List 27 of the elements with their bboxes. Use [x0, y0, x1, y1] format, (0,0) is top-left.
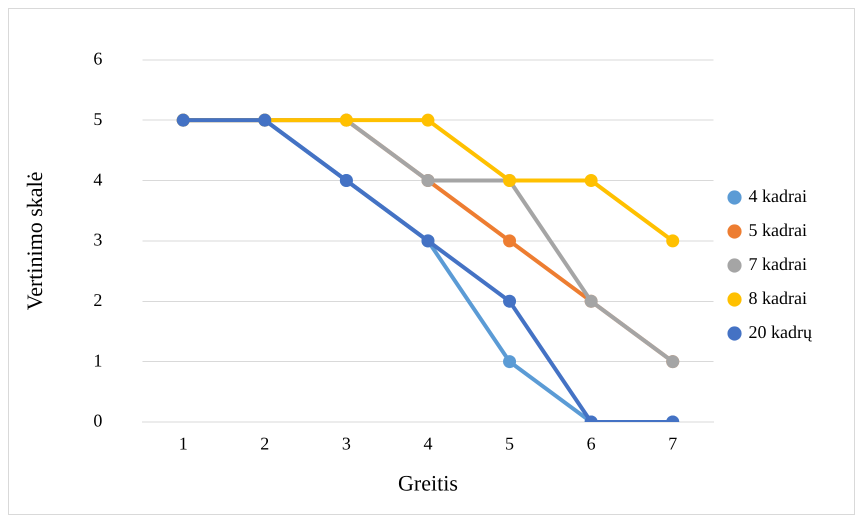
point [584, 174, 598, 188]
point [421, 114, 434, 127]
legend-label: 20 kadrų [748, 322, 813, 342]
x-tick-label: 6 [586, 434, 596, 454]
legend-label: 5 kadrai [748, 220, 807, 240]
x-tick-label: 5 [505, 434, 514, 454]
legend-label: 7 kadrai [748, 254, 807, 274]
y-tick-label: 3 [93, 230, 102, 250]
x-tick-label: 2 [260, 434, 270, 454]
y-tick-label: 6 [93, 48, 102, 69]
point [503, 355, 516, 368]
x-tick-label: 1 [178, 434, 188, 454]
y-tick-label: 1 [93, 350, 102, 370]
x-tick-label: 7 [668, 434, 678, 454]
x-tick-label: 4 [423, 434, 432, 454]
legend-label: 8 kadrai [748, 288, 807, 308]
y-tick-label: 4 [93, 169, 102, 190]
y-tick-label: 5 [93, 108, 102, 129]
legend-label: 4 kadrai [748, 186, 807, 206]
y-tick-label: 0 [93, 410, 102, 431]
point [666, 234, 680, 248]
y-axis-title: Vertinimo skalė [22, 172, 47, 310]
x-tick-label: 3 [342, 434, 351, 454]
point [503, 234, 516, 248]
point [503, 294, 516, 308]
y-tick-label: 2 [93, 290, 102, 310]
x-axis-title: Greitis [398, 470, 458, 496]
